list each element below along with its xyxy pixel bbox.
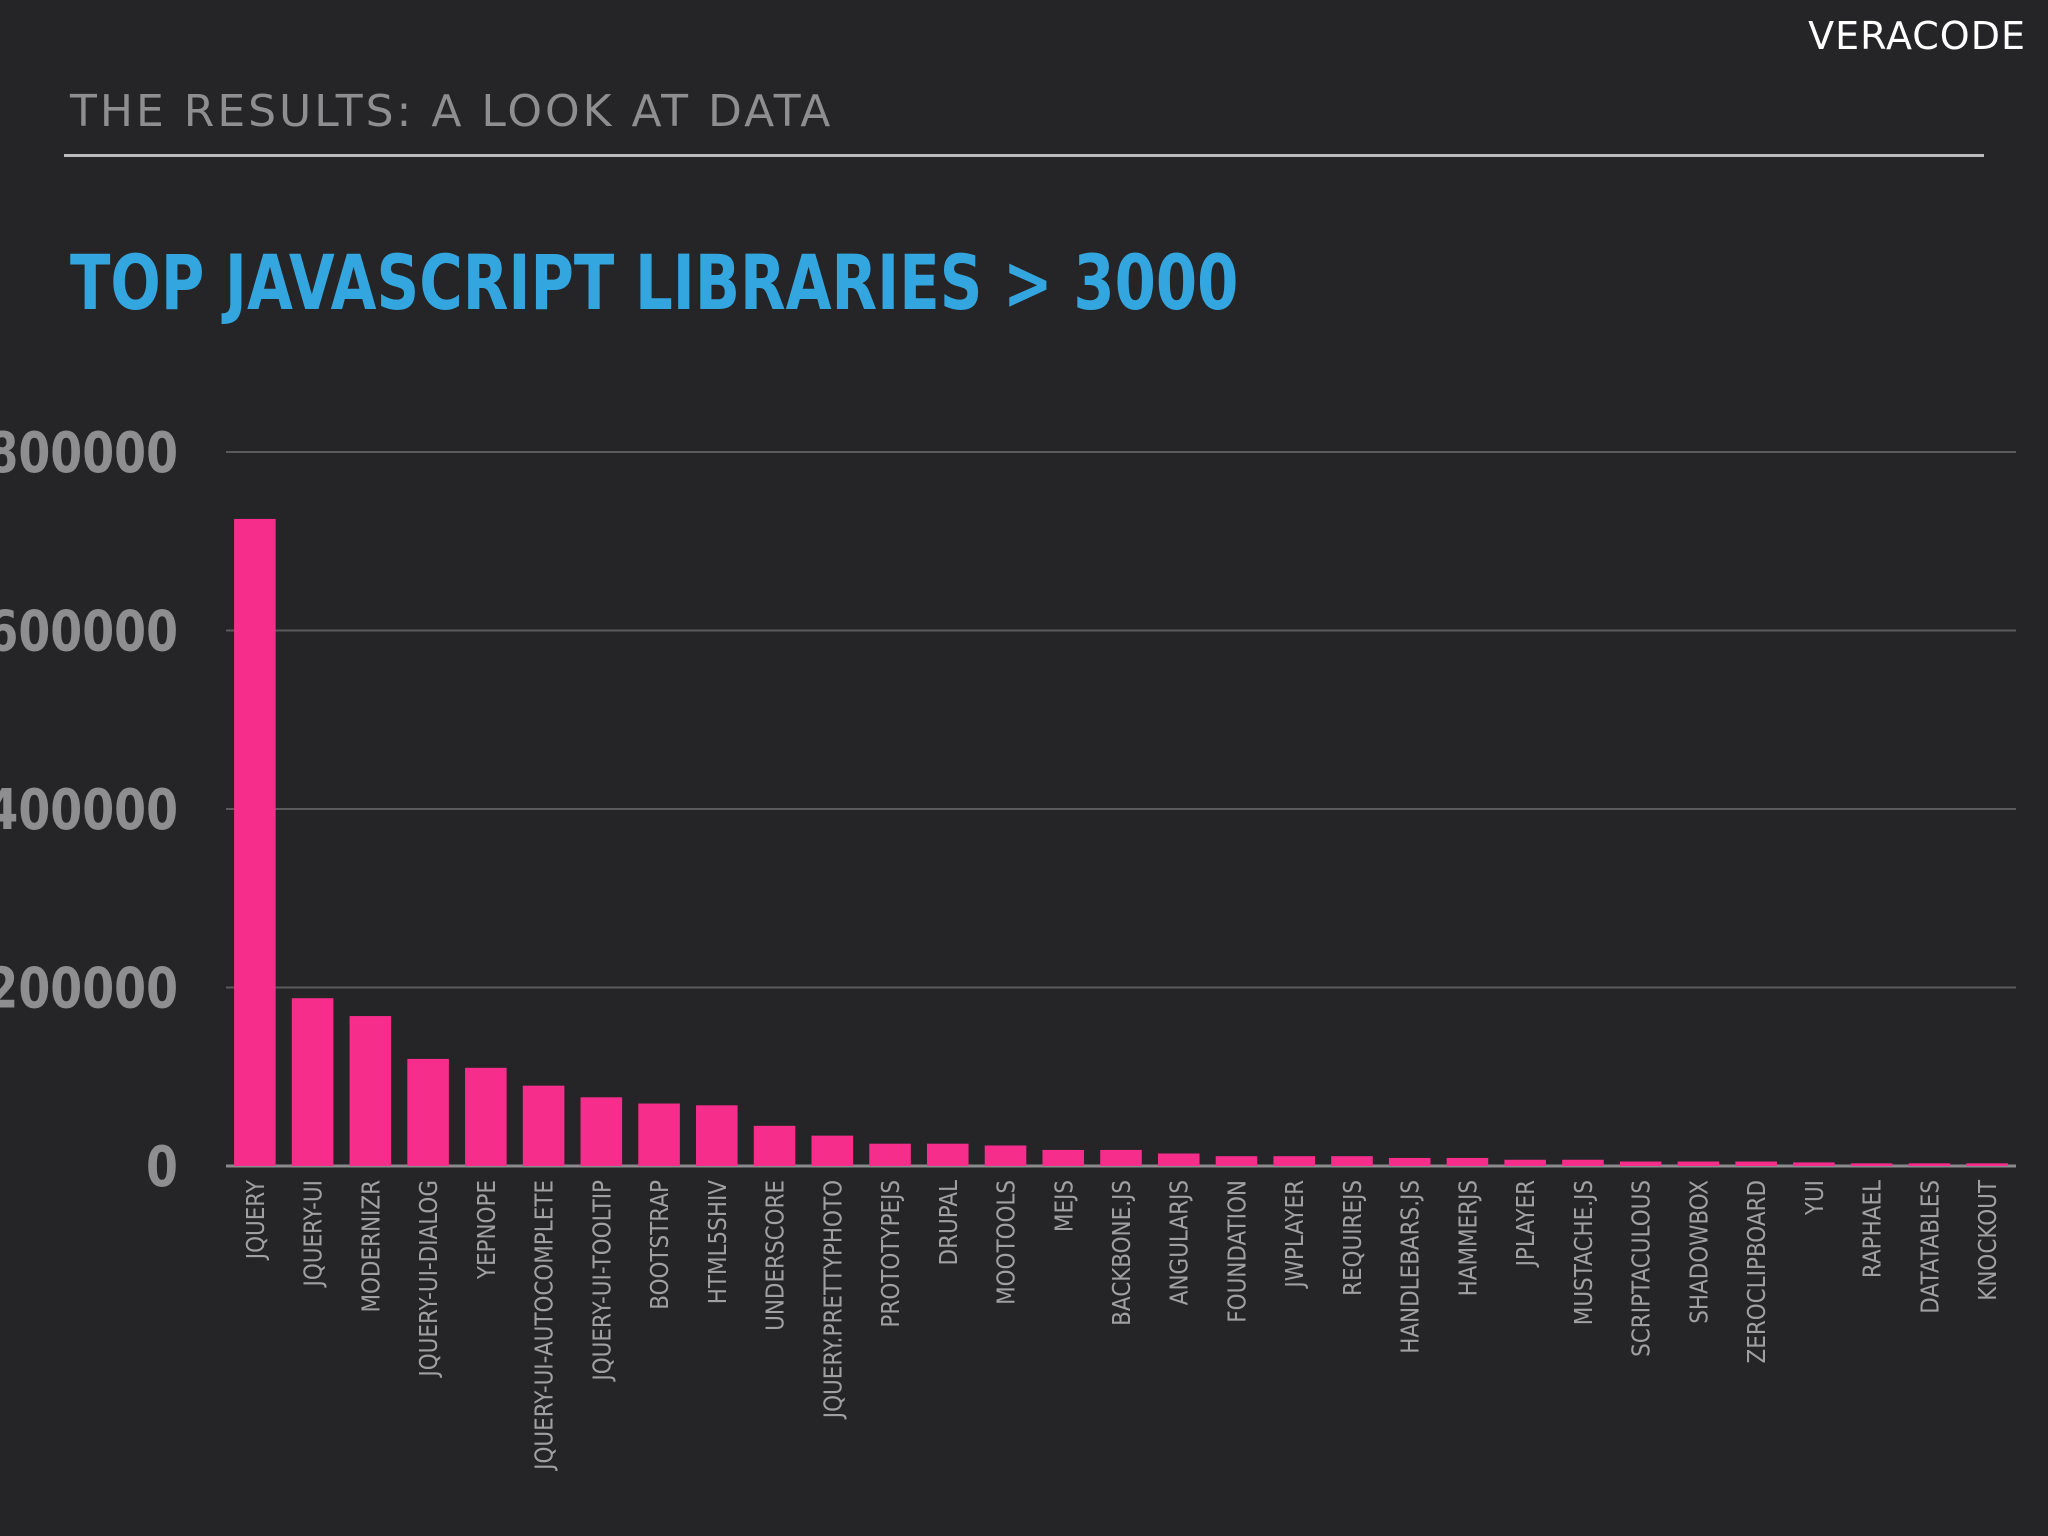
bar-knockout — [1966, 1163, 2008, 1166]
bar-html5shiv — [696, 1105, 738, 1166]
x-tick-label: JQUERY.PRETTYPHOTO — [819, 1180, 848, 1420]
y-tick-label: 600000 — [0, 599, 178, 665]
y-tick-label: 0 — [146, 1135, 178, 1201]
x-tick-label: SCRIPTACULOUS — [1627, 1180, 1656, 1357]
x-tick-label: JPLAYER — [1512, 1180, 1541, 1268]
x-tick-label: DATATABLES — [1916, 1180, 1945, 1314]
x-tick-label: ZEROCLIPBOARD — [1743, 1180, 1772, 1363]
x-tick-label: BOOTSTRAP — [646, 1180, 675, 1310]
bar-modernizr — [349, 1016, 392, 1166]
bar-mootools — [984, 1145, 1027, 1166]
bar-hammerjs — [1446, 1157, 1489, 1166]
x-tick-label: YUI — [1800, 1180, 1829, 1216]
x-tick-label: DRUPAL — [934, 1180, 963, 1265]
x-tick-label: YEPNOPE — [472, 1180, 501, 1280]
bar-jquery — [234, 518, 276, 1166]
chart-title: TOP JAVASCRIPT LIBRARIES > 3000 — [70, 238, 1239, 327]
bar-drupal — [926, 1143, 969, 1166]
bar-raphael — [1850, 1163, 1893, 1166]
bar-angularjs — [1157, 1153, 1200, 1166]
x-tick-label: JWPLAYER — [1281, 1180, 1310, 1289]
x-tick-label: HANDLEBARS.JS — [1396, 1180, 1425, 1354]
bar-jquery-prettyphoto — [811, 1135, 854, 1166]
x-tick-label: JQUERY-UI-DIALOG — [415, 1180, 444, 1378]
x-tick-label: JQUERY — [241, 1179, 270, 1261]
x-tick-label: MODERNIZR — [357, 1180, 386, 1313]
x-tick-label: FOUNDATION — [1223, 1180, 1252, 1323]
bar-yui — [1793, 1162, 1835, 1166]
x-tick-label: HTML5SHIV — [703, 1180, 732, 1304]
bar-jquery-ui-tooltip — [580, 1097, 623, 1166]
bar-jplayer — [1504, 1159, 1546, 1166]
x-tick-label: MEJS — [1050, 1180, 1079, 1232]
x-tick-label: BACKBONE.JS — [1107, 1180, 1136, 1326]
x-tick-label: UNDERSCORE — [761, 1180, 790, 1331]
bar-bootstrap — [638, 1103, 680, 1166]
x-tick-label: HAMMERJS — [1454, 1180, 1483, 1296]
bar-requirejs — [1331, 1156, 1373, 1166]
bar-zeroclipboard — [1735, 1161, 1777, 1166]
x-tick-label: JQUERY-UI — [299, 1180, 328, 1288]
bar-scriptaculous — [1619, 1161, 1662, 1166]
x-tick-label: MOOTOOLS — [992, 1180, 1021, 1305]
bar-jquery-ui — [291, 998, 334, 1166]
bar-backbone-js — [1100, 1149, 1142, 1166]
bar-jquery-ui-dialog — [407, 1058, 449, 1166]
bar-datatables — [1908, 1163, 1951, 1166]
y-tick-label: 400000 — [0, 778, 178, 844]
bar-jquery-ui-autocomplete — [522, 1085, 565, 1166]
bar-mejs — [1042, 1149, 1085, 1166]
x-tick-label: PROTOTYPEJS — [877, 1180, 906, 1328]
veracode-logo: VERACODE — [1808, 14, 2026, 58]
x-tick-label: JQUERY-UI-AUTOCOMPLETE — [530, 1180, 559, 1472]
bar-handlebars-js — [1388, 1157, 1431, 1166]
y-tick-label: 800000 — [0, 421, 178, 487]
bar-shadowbox — [1677, 1161, 1720, 1166]
section-divider — [64, 154, 1984, 157]
x-tick-label: JQUERY-UI-TOOLTIP — [588, 1180, 617, 1382]
y-tick-label: 200000 — [0, 956, 178, 1022]
section-title: THE RESULTS: A LOOK AT DATA — [70, 86, 834, 137]
x-tick-label: ANGULARJS — [1165, 1180, 1194, 1305]
x-tick-label: KNOCKOUT — [1974, 1179, 2003, 1300]
x-tick-label: SHADOWBOX — [1685, 1180, 1714, 1324]
x-tick-label: MUSTACHE.JS — [1569, 1180, 1598, 1325]
bar-foundation — [1215, 1156, 1258, 1166]
bar-underscore — [753, 1125, 796, 1166]
x-tick-label: RAPHAEL — [1858, 1180, 1887, 1278]
bar-mustache-js — [1562, 1159, 1604, 1166]
bar-jwplayer — [1273, 1156, 1316, 1166]
bar-prototypejs — [869, 1143, 911, 1166]
bar-yepnope — [465, 1067, 507, 1166]
x-tick-label: REQUIREJS — [1338, 1180, 1367, 1296]
